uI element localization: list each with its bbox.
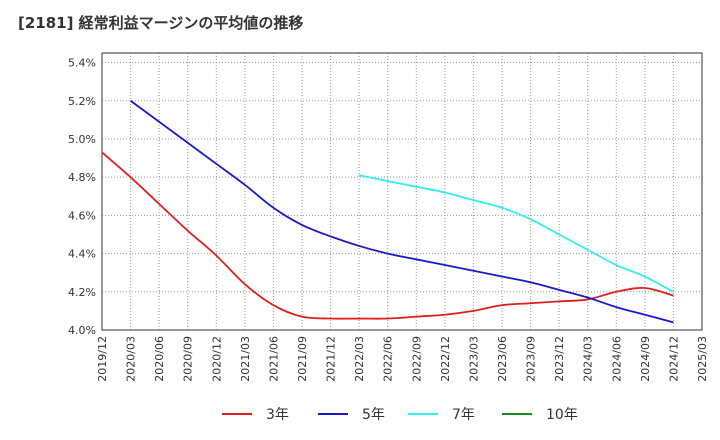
y-tick-label: 4.2%: [68, 286, 96, 299]
x-tick-label: 2020/09: [182, 336, 195, 382]
x-tick-label: 2022/06: [382, 336, 395, 382]
y-tick-label: 5.0%: [68, 133, 96, 146]
x-tick-label: 2023/12: [553, 336, 566, 382]
y-tick-label: 5.4%: [68, 57, 96, 70]
x-tick-label: 2019/12: [96, 336, 109, 382]
x-tick-label: 2023/06: [496, 336, 509, 382]
legend-label-2: 7年: [452, 407, 475, 423]
x-tick-label: 2024/12: [667, 336, 680, 382]
x-tick-label: 2020/06: [153, 336, 166, 382]
y-tick-label: 4.8%: [68, 171, 96, 184]
x-tick-label: 2020/12: [210, 336, 223, 382]
legend-label-1: 5年: [362, 407, 385, 423]
series-line-0: [101, 151, 674, 320]
x-tick-label: 2025/03: [696, 336, 709, 382]
legend-label-0: 3年: [266, 407, 289, 423]
x-tick-label: 2020/03: [125, 336, 138, 382]
plot-area: [102, 53, 702, 330]
x-tick-label: 2023/09: [525, 336, 538, 382]
x-tick-label: 2022/12: [439, 336, 452, 382]
x-tick-label: 2021/03: [239, 336, 252, 382]
series-line-1: [130, 100, 674, 324]
x-tick-label: 2021/12: [325, 336, 338, 382]
y-tick-label: 4.6%: [68, 209, 96, 222]
x-tick-label: 2024/03: [582, 336, 595, 382]
plot-frame: [101, 52, 703, 331]
y-tick-label: 4.0%: [68, 324, 96, 337]
legend-label-3: 10年: [546, 407, 578, 423]
x-tick-label: 2024/09: [639, 336, 652, 382]
x-tick-label: 2021/06: [267, 336, 280, 382]
y-tick-label: 4.4%: [68, 248, 96, 261]
y-tick-label: 5.2%: [68, 95, 96, 108]
x-tick-label: 2024/06: [610, 336, 623, 382]
x-tick-label: 2022/03: [353, 336, 366, 382]
x-tick-label: 2022/09: [410, 336, 423, 382]
x-tick-label: 2023/03: [467, 336, 480, 382]
x-tick-label: 2021/09: [296, 336, 309, 382]
chart-title: [2181] 経常利益マージンの平均値の推移: [18, 14, 304, 32]
series-line-2: [358, 174, 674, 293]
